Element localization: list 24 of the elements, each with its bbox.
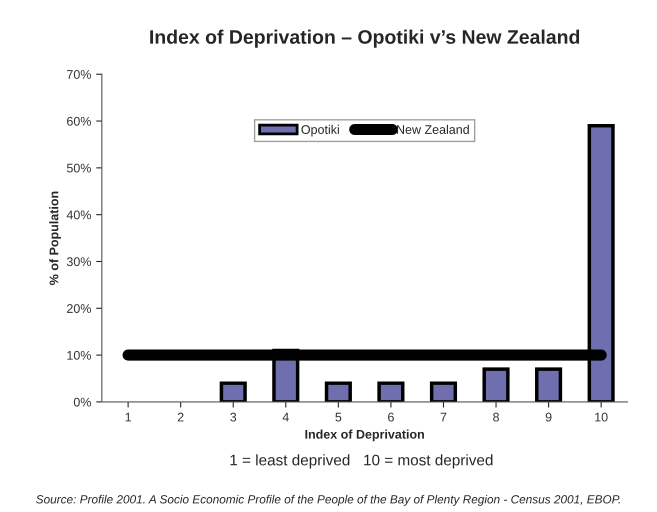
y-tick-label: 60% <box>67 116 91 126</box>
y-tick-label: 20% <box>67 304 91 313</box>
y-axis-title: % of Population <box>49 192 61 285</box>
y-tick-label: 30% <box>66 257 91 266</box>
x-axis-title: Index of Deprivation <box>305 430 424 442</box>
x-tick-label: 4 <box>282 412 289 422</box>
source-note: Source: Profile 2001. A Socio Economic Profile of the People of the Bay of Plenty Region - Census 2001, EBOP. <box>36 494 620 506</box>
x-tick-label: 10 <box>595 412 608 422</box>
x-tick-label: 2 <box>178 412 184 422</box>
x-tick-label: 1 <box>126 412 131 422</box>
x-tick-label: 6 <box>388 412 394 422</box>
y-tick-label: 10% <box>67 350 91 360</box>
y-tick-label: 40% <box>66 210 91 220</box>
chart-title: Index of Deprivation – Opotiki v’s New Zealand <box>150 30 580 48</box>
y-tick-label: 70% <box>67 70 91 79</box>
legend-label: Opotiki <box>301 124 339 136</box>
x-tick-label: 9 <box>546 412 552 422</box>
text: 1 = least deprived 10 = most deprived <box>230 454 492 468</box>
y-tick-label: 50% <box>66 164 91 173</box>
x-tick-label: 3 <box>230 412 236 422</box>
y-tick-label: 0% <box>74 398 91 407</box>
x-tick-label: 5 <box>335 412 342 422</box>
x-tick-label: 8 <box>493 412 499 422</box>
x-tick-label: 7 <box>440 412 446 422</box>
